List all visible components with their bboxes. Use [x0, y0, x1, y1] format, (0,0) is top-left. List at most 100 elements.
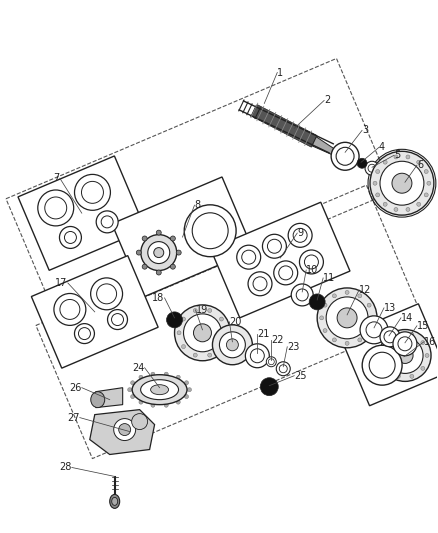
Text: 26: 26: [69, 383, 82, 393]
Ellipse shape: [224, 331, 228, 335]
Ellipse shape: [309, 294, 325, 310]
Ellipse shape: [279, 266, 293, 280]
Ellipse shape: [187, 387, 191, 392]
Polygon shape: [32, 256, 158, 368]
Ellipse shape: [300, 250, 323, 274]
Text: 1: 1: [277, 68, 283, 77]
Text: 23: 23: [287, 342, 300, 352]
Text: 28: 28: [60, 463, 72, 472]
Ellipse shape: [369, 352, 395, 378]
Ellipse shape: [60, 300, 80, 319]
Ellipse shape: [279, 365, 287, 373]
Text: 7: 7: [53, 173, 60, 183]
Ellipse shape: [164, 372, 168, 376]
Ellipse shape: [108, 310, 127, 329]
Ellipse shape: [421, 366, 425, 370]
Polygon shape: [251, 104, 317, 147]
Ellipse shape: [208, 309, 212, 312]
Ellipse shape: [424, 193, 428, 197]
Ellipse shape: [131, 394, 134, 399]
Ellipse shape: [421, 341, 425, 344]
Ellipse shape: [127, 387, 132, 392]
Ellipse shape: [392, 173, 412, 193]
Ellipse shape: [101, 216, 113, 228]
Ellipse shape: [192, 213, 228, 249]
Ellipse shape: [365, 161, 379, 175]
Ellipse shape: [291, 284, 313, 306]
Ellipse shape: [371, 316, 374, 320]
Ellipse shape: [184, 314, 222, 352]
Ellipse shape: [380, 161, 424, 205]
Ellipse shape: [398, 337, 412, 351]
Text: 2: 2: [324, 95, 330, 106]
Ellipse shape: [337, 308, 357, 328]
Ellipse shape: [177, 331, 181, 335]
Ellipse shape: [376, 193, 380, 197]
Ellipse shape: [78, 328, 90, 340]
Ellipse shape: [332, 294, 336, 298]
Ellipse shape: [164, 403, 168, 407]
Ellipse shape: [360, 316, 388, 344]
Ellipse shape: [245, 344, 269, 368]
Ellipse shape: [345, 341, 349, 345]
Ellipse shape: [367, 303, 371, 307]
Text: 5: 5: [394, 150, 400, 160]
Ellipse shape: [91, 278, 123, 310]
Ellipse shape: [358, 338, 362, 342]
Text: 15: 15: [417, 321, 429, 331]
Text: 12: 12: [359, 285, 371, 295]
Ellipse shape: [212, 325, 252, 365]
Ellipse shape: [176, 400, 180, 404]
Ellipse shape: [380, 327, 400, 347]
Ellipse shape: [97, 284, 117, 304]
Ellipse shape: [74, 324, 95, 344]
Ellipse shape: [176, 250, 181, 255]
Text: 20: 20: [230, 317, 242, 327]
Ellipse shape: [110, 495, 120, 508]
Polygon shape: [112, 177, 253, 297]
Text: 18: 18: [152, 293, 165, 303]
Ellipse shape: [226, 339, 238, 351]
Ellipse shape: [366, 322, 382, 338]
Text: 22: 22: [271, 335, 284, 345]
Ellipse shape: [131, 381, 134, 385]
Ellipse shape: [336, 147, 354, 165]
Ellipse shape: [184, 205, 236, 257]
Ellipse shape: [385, 341, 389, 344]
Ellipse shape: [219, 317, 223, 321]
Ellipse shape: [219, 345, 223, 349]
Ellipse shape: [176, 375, 180, 379]
Ellipse shape: [387, 337, 423, 374]
Ellipse shape: [136, 250, 141, 255]
Ellipse shape: [331, 142, 359, 170]
Ellipse shape: [262, 235, 286, 258]
Ellipse shape: [151, 385, 169, 394]
Ellipse shape: [417, 160, 421, 164]
Ellipse shape: [151, 372, 155, 376]
Ellipse shape: [181, 345, 186, 349]
Ellipse shape: [376, 169, 380, 174]
Ellipse shape: [394, 155, 398, 159]
Ellipse shape: [141, 379, 179, 400]
Ellipse shape: [142, 236, 147, 241]
Ellipse shape: [293, 228, 307, 243]
Ellipse shape: [357, 158, 367, 168]
Ellipse shape: [317, 288, 377, 348]
Ellipse shape: [323, 328, 327, 333]
Text: 27: 27: [67, 413, 80, 423]
Ellipse shape: [410, 374, 414, 378]
Ellipse shape: [208, 353, 212, 357]
Ellipse shape: [114, 418, 136, 441]
Ellipse shape: [132, 375, 187, 405]
Polygon shape: [211, 202, 350, 318]
Ellipse shape: [193, 309, 197, 312]
Ellipse shape: [410, 333, 414, 336]
Ellipse shape: [142, 264, 147, 269]
Ellipse shape: [358, 294, 362, 298]
Polygon shape: [18, 156, 145, 270]
Ellipse shape: [362, 345, 402, 385]
Ellipse shape: [396, 374, 400, 378]
Ellipse shape: [81, 181, 103, 203]
Ellipse shape: [326, 297, 368, 339]
Ellipse shape: [320, 316, 324, 320]
